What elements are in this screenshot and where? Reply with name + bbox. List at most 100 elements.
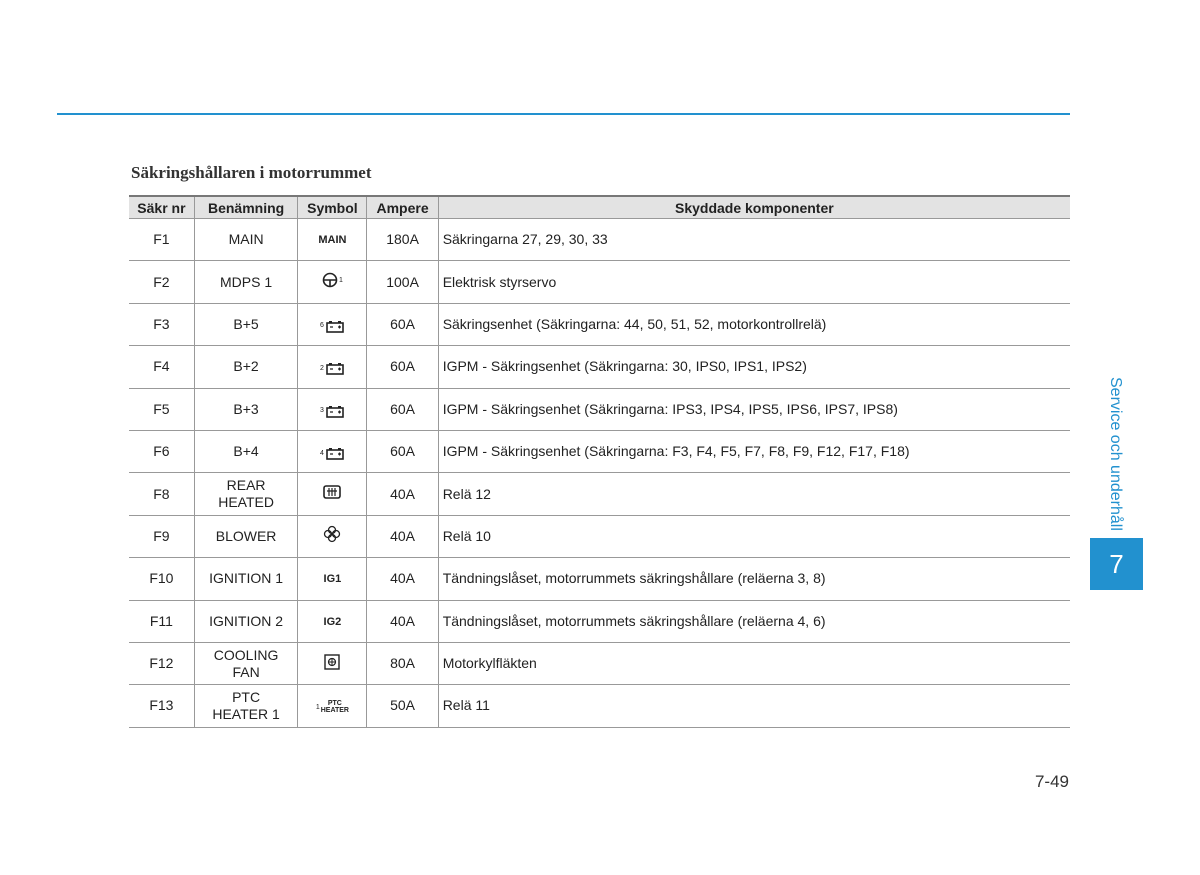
fuse-number: F10 xyxy=(129,557,195,601)
table-row: F12 COOLING FAN 80A Motorkylfläkten xyxy=(129,641,1070,686)
components: Säkringarna 27, 29, 30, 33 xyxy=(437,217,1070,262)
symbol-cell xyxy=(297,641,368,686)
symbol-cell: MAIN xyxy=(297,217,368,262)
fuse-name: B+4 xyxy=(193,429,299,474)
symbol-text: IG1 xyxy=(323,573,342,586)
chapter-tab: 7 xyxy=(1090,538,1143,590)
ampere: 50A xyxy=(366,684,439,728)
fuse-name: B+3 xyxy=(193,387,299,431)
column-header: Säkr nr xyxy=(129,195,195,219)
fuse-number: F12 xyxy=(129,641,195,686)
symbol: MAIN xyxy=(318,232,346,249)
ampere: 40A xyxy=(366,599,439,643)
ampere: 80A xyxy=(366,641,439,686)
ampere: 40A xyxy=(366,557,439,601)
header-rule xyxy=(57,113,1070,115)
symbol: IG2 xyxy=(324,614,342,631)
symbol-icon xyxy=(325,361,345,376)
table-row: F5 B+3 3 60A IGPM - Säkringsenhet (Säkringar… xyxy=(129,387,1070,431)
symbol-cell xyxy=(297,472,368,516)
fuse-number: F8 xyxy=(129,472,195,516)
components: Säkringsenhet (Säkringarna: 44, 50, 51, … xyxy=(437,302,1070,347)
symbol: IG1 xyxy=(324,571,342,588)
fuse-number: F3 xyxy=(129,302,195,347)
symbol-text: IG2 xyxy=(323,615,342,628)
components: Relä 12 xyxy=(437,472,1070,516)
symbol-index: 4 xyxy=(319,449,324,457)
symbol-cell xyxy=(297,514,368,559)
components: IGPM - Säkringsenhet (Säkringarna: 30, I… xyxy=(437,345,1070,389)
symbol-text: MAIN xyxy=(318,234,347,247)
fuse-name: PTC HEATER 1 xyxy=(193,684,299,728)
fuse-number: F5 xyxy=(129,387,195,431)
symbol-index: 1 xyxy=(338,276,343,284)
fuse-number: F13 xyxy=(129,684,195,728)
section-title: Säkringshållaren i motorrummet xyxy=(131,163,372,182)
side-tab-text: Service och underhåll xyxy=(1107,377,1124,531)
fuse-number: F11 xyxy=(129,599,195,643)
fuse-table: Säkr nr Benämning Symbol Ampere Skyddade kom… xyxy=(129,195,1070,728)
ampere: 60A xyxy=(366,345,439,389)
ampere: 100A xyxy=(366,260,439,304)
table-row: F10 IGNITION 1 IG1 40A Tändningslåset, motor… xyxy=(129,557,1070,601)
symbol-icon xyxy=(322,272,338,288)
components: Relä 10 xyxy=(437,514,1070,559)
column-header: Ampere xyxy=(366,195,439,219)
fuse-name: B+5 xyxy=(193,302,299,347)
symbol: 1 xyxy=(322,272,343,289)
table-row: F4 B+2 2 60A IGPM - Säkringsenhet (Säkringar… xyxy=(129,345,1070,389)
fuse-name: IGNITION 2 xyxy=(193,599,299,643)
ampere: 40A xyxy=(366,514,439,559)
components: Relä 11 xyxy=(437,684,1070,728)
ampere: 60A xyxy=(366,429,439,474)
symbol xyxy=(323,653,341,671)
symbol-text: PTC HEATER xyxy=(320,700,349,715)
symbol: 4 xyxy=(320,445,345,462)
fuse-name: MAIN xyxy=(193,217,299,262)
column-header: Benämning xyxy=(193,195,299,219)
components: Tändningslåset, motorrummets säkringshål… xyxy=(437,599,1070,643)
table-row: F11 IGNITION 2 IG2 40A Tändningslåset, motor… xyxy=(129,599,1070,643)
symbol-icon xyxy=(325,319,345,333)
ampere: 60A xyxy=(366,302,439,347)
symbol-index: 6 xyxy=(319,322,324,330)
header-row: Säkr nr Benämning Symbol Ampere Skyddade kom… xyxy=(129,195,1070,219)
components: Motorkylfläkten xyxy=(437,641,1070,686)
fuse-name: COOLING FAN xyxy=(193,641,299,686)
table-row: F2 MDPS 1 1 100A Elektrisk styrservo xyxy=(129,260,1070,304)
ampere: 180A xyxy=(366,217,439,262)
table-row: F3 B+5 6 60A Säkringsenhet (Säkringarna: 44,… xyxy=(129,302,1070,347)
components: Elektrisk styrservo xyxy=(437,260,1070,304)
fuse-name: B+2 xyxy=(193,345,299,389)
fuse-number: F9 xyxy=(129,514,195,559)
components: Tändningslåset, motorrummets säkringshål… xyxy=(437,557,1070,601)
symbol xyxy=(322,484,342,500)
table-row: F13 PTC HEATER 1 1 PTC HEATER 50A Relä 11 xyxy=(129,684,1070,728)
symbol: 3 xyxy=(320,402,345,419)
symbol: 1 PTC HEATER xyxy=(316,699,349,716)
fuse-name: MDPS 1 xyxy=(193,260,299,304)
fuse-name: REAR HEATED xyxy=(193,472,299,516)
symbol-icon xyxy=(323,653,341,671)
symbol-index: 1 xyxy=(315,703,320,711)
column-header: Symbol xyxy=(297,195,368,219)
components: IGPM - Säkringsenhet (Säkringarna: F3, F… xyxy=(437,429,1070,474)
symbol-cell: 1 PTC HEATER xyxy=(297,684,368,728)
table-row: F8 REAR HEATED 40A Relä 12 xyxy=(129,472,1070,516)
symbol-index: 2 xyxy=(319,364,324,372)
symbol: 2 xyxy=(320,360,345,377)
symbol-cell: 4 xyxy=(297,429,368,474)
symbol xyxy=(323,525,341,543)
symbol-cell: IG2 xyxy=(297,599,368,643)
symbol-cell: 3 xyxy=(297,387,368,431)
symbol-icon xyxy=(325,446,345,460)
table-row: F9 BLOWER 40A Relä 10 xyxy=(129,514,1070,559)
fuse-number: F4 xyxy=(129,345,195,389)
fuse-number: F2 xyxy=(129,260,195,304)
page-number: 7-49 xyxy=(1034,772,1069,791)
symbol-cell: 6 xyxy=(297,302,368,347)
symbol-icon xyxy=(323,525,341,543)
components: IGPM - Säkringsenhet (Säkringarna: IPS3,… xyxy=(437,387,1070,431)
symbol-cell: IG1 xyxy=(297,557,368,601)
